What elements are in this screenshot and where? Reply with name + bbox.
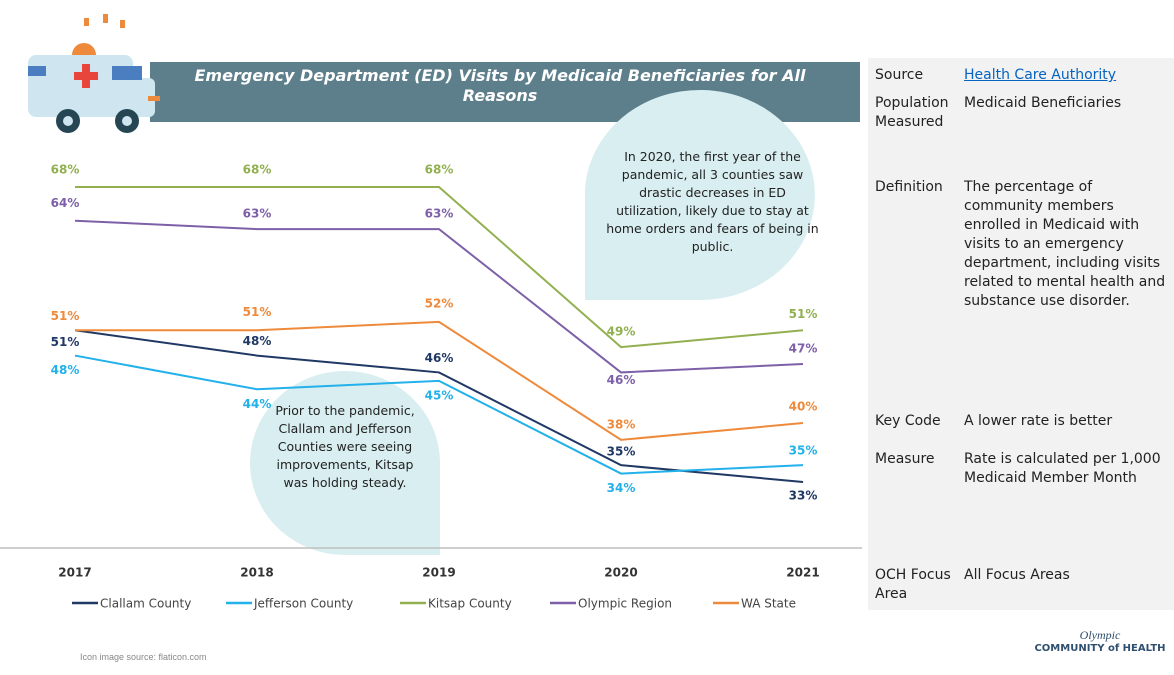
row-value: A lower rate is better bbox=[964, 413, 1113, 429]
data-label: 46% bbox=[425, 351, 454, 365]
data-label: 35% bbox=[607, 445, 636, 459]
logo-bottom: COMMUNITY of HEALTH bbox=[1034, 643, 1166, 654]
data-label: 40% bbox=[789, 400, 818, 414]
row-value: The percentage of community members enro… bbox=[964, 179, 1166, 309]
table-row: Source Health Care Authority bbox=[868, 66, 1174, 85]
series-line bbox=[74, 354, 804, 475]
data-label: 35% bbox=[789, 444, 818, 458]
series-line bbox=[74, 219, 804, 374]
data-label: 46% bbox=[607, 373, 636, 387]
data-label: 68% bbox=[243, 163, 272, 177]
source-link[interactable]: Health Care Authority bbox=[964, 67, 1117, 83]
table-row: Key Code A lower rate is better bbox=[868, 412, 1174, 431]
row-label: Key Code bbox=[875, 413, 941, 429]
x-tick-label: 2020 bbox=[604, 566, 637, 580]
row-value: Medicaid Beneficiaries bbox=[964, 95, 1122, 111]
info-table: Source Health Care Authority Population Me… bbox=[868, 58, 1174, 610]
annotation: Prior to the pandemic, Clallam and Jeffe… bbox=[275, 403, 415, 490]
table-row: Definition The percentage of community me… bbox=[868, 178, 1174, 311]
icon-credit: Icon image source: flaticon.com bbox=[80, 652, 207, 662]
data-label: 68% bbox=[51, 163, 80, 177]
data-label: 68% bbox=[425, 163, 454, 177]
data-label: 51% bbox=[789, 307, 818, 321]
table-row: Population Measured Medicaid Beneficiarie… bbox=[868, 94, 1174, 132]
data-label: 45% bbox=[425, 388, 454, 402]
legend-label: Kitsap County bbox=[428, 597, 512, 611]
row-label: Source bbox=[875, 67, 924, 83]
legend-label: Olympic Region bbox=[578, 597, 672, 611]
x-tick-label: 2018 bbox=[240, 566, 273, 580]
data-label: 34% bbox=[607, 481, 636, 495]
series-line bbox=[75, 186, 804, 349]
row-label: Population Measured bbox=[875, 95, 949, 130]
data-label: 33% bbox=[789, 489, 818, 503]
x-tick-label: 2017 bbox=[58, 566, 91, 580]
logo: Olympic COMMUNITY of HEALTH bbox=[1030, 628, 1170, 654]
data-label: 63% bbox=[243, 207, 272, 221]
data-label: 51% bbox=[51, 335, 80, 349]
series-line bbox=[75, 320, 804, 441]
data-label: 48% bbox=[243, 334, 272, 348]
row-value: All Focus Areas bbox=[964, 567, 1070, 583]
x-tick-label: 2019 bbox=[422, 566, 455, 580]
data-label: 47% bbox=[789, 342, 818, 356]
legend-label: WA State bbox=[741, 597, 796, 611]
table-row: Measure Rate is calculated per 1,000 Medi… bbox=[868, 450, 1174, 488]
logo-top: Olympic bbox=[1079, 628, 1121, 642]
legend-label: Clallam County bbox=[100, 597, 191, 611]
ambulance-icon bbox=[28, 14, 160, 133]
data-label: 44% bbox=[243, 397, 272, 411]
data-label: 51% bbox=[51, 309, 80, 323]
annotation-bubble bbox=[585, 90, 815, 300]
x-tick-label: 2021 bbox=[786, 566, 819, 580]
data-label: 49% bbox=[607, 325, 636, 339]
row-label: Definition bbox=[875, 179, 943, 195]
row-label: OCH Focus Area bbox=[875, 567, 951, 602]
data-label: 51% bbox=[243, 305, 272, 319]
annotation: In 2020, the first year of the pandemic,… bbox=[606, 149, 819, 254]
annotation-bubble bbox=[250, 371, 440, 555]
table-row: OCH Focus Area All Focus Areas bbox=[868, 566, 1174, 604]
data-label: 64% bbox=[51, 196, 80, 210]
data-label: 52% bbox=[425, 296, 454, 310]
data-label: 63% bbox=[425, 207, 454, 221]
chart-title: Emergency Department (ED) Visits by Medi… bbox=[194, 66, 806, 105]
data-label: 38% bbox=[607, 417, 636, 431]
data-label: 48% bbox=[51, 363, 80, 377]
row-label: Measure bbox=[875, 451, 935, 467]
row-value: Rate is calculated per 1,000 Medicaid Me… bbox=[964, 451, 1161, 486]
legend-label: Jefferson County bbox=[253, 597, 353, 611]
